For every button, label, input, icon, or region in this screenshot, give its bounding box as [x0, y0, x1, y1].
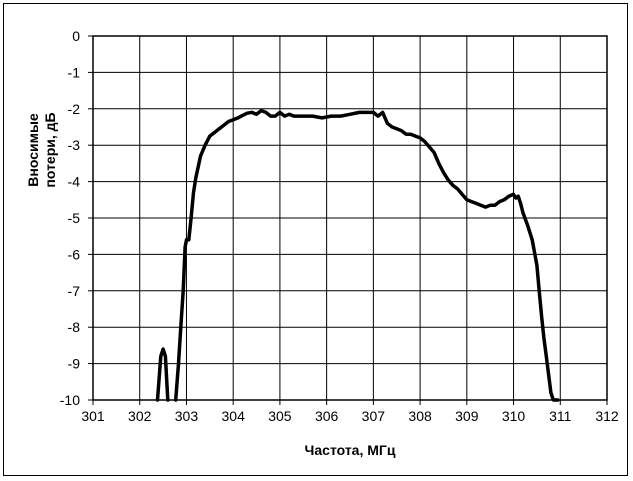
y-tick-label: -4 — [68, 174, 81, 190]
x-tick-label: 304 — [222, 408, 246, 424]
y-tick-label: -5 — [68, 210, 81, 226]
series-line-2 — [173, 108, 560, 402]
ticks — [88, 35, 608, 405]
x-tick-label: 306 — [315, 408, 339, 424]
y-tick-label: 0 — [72, 28, 80, 44]
x-tick-label: 305 — [268, 408, 292, 424]
grid — [92, 35, 608, 401]
y-tick-label: -6 — [68, 246, 81, 262]
x-tick-label: 307 — [362, 408, 386, 424]
y-tick-label: -9 — [68, 356, 81, 372]
y-axis-title-line-2: потери, дБ — [42, 112, 58, 187]
y-axis-title: Вносимые потери, дБ — [25, 112, 58, 187]
x-tick-labels: 301 302 303 304 305 306 307 308 309 310 311 312 — [81, 408, 619, 424]
x-tick-label: 301 — [81, 408, 105, 424]
y-tick-label: -8 — [68, 319, 81, 335]
x-tick-label: 302 — [128, 408, 152, 424]
x-tick-label: 303 — [175, 408, 199, 424]
x-tick-label: 311 — [549, 408, 572, 424]
y-tick-label: -7 — [68, 283, 81, 299]
y-axis-title-line-1: Вносимые — [25, 113, 41, 187]
y-tick-label: -2 — [68, 101, 81, 117]
y-tick-label: -1 — [68, 64, 81, 80]
x-axis-title: Частота, МГц — [305, 442, 396, 458]
x-tick-label: 312 — [595, 408, 619, 424]
x-tick-label: 308 — [408, 408, 432, 424]
y-tick-labels: 0 -1 -2 -3 -4 -5 -6 -7 -8 -9 -10 — [60, 28, 80, 408]
series-line-1 — [155, 347, 170, 402]
series-lines — [155, 108, 560, 402]
x-tick-label: 309 — [455, 408, 479, 424]
y-tick-label: -3 — [68, 137, 81, 153]
x-tick-label: 310 — [502, 408, 526, 424]
y-tick-label: -10 — [60, 392, 80, 408]
chart-frame — [3, 3, 628, 476]
